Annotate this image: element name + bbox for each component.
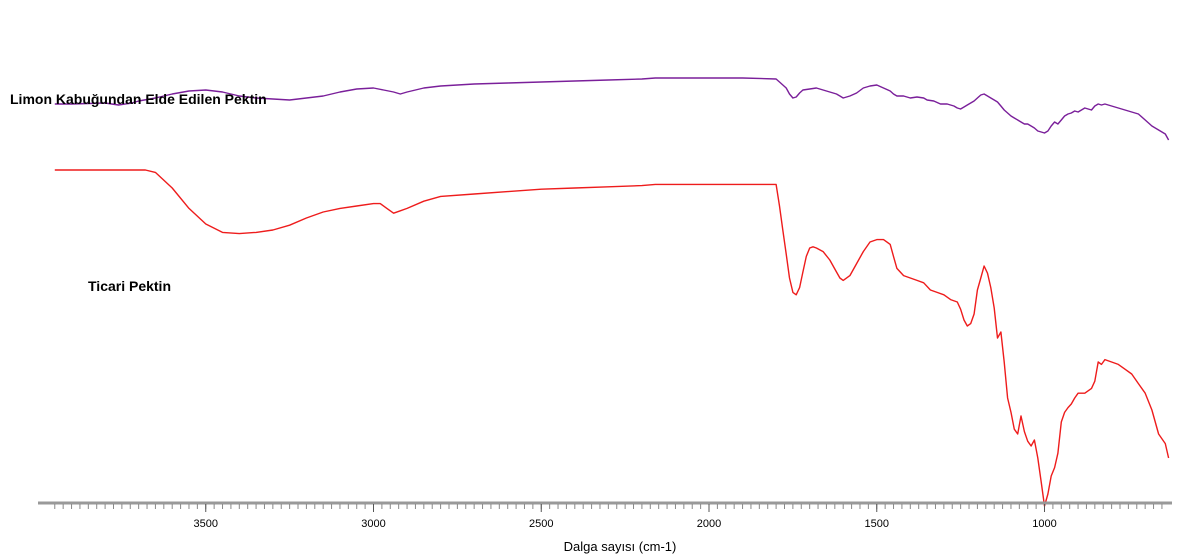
x-tick-label: 2000 <box>697 518 721 530</box>
x-tick-label: 2500 <box>529 518 553 530</box>
x-tick-label: 1500 <box>865 518 889 530</box>
x-axis-title: Dalga sayısı (cm-1) <box>564 539 677 554</box>
x-tick-label: 3000 <box>361 518 385 530</box>
x-axis-major-ticks: 3500 3000 2500 2000 1500 1000 <box>194 504 1057 530</box>
x-tick-label: 1000 <box>1032 518 1056 530</box>
series-line-limon <box>54 77 1170 141</box>
series-line-ticari <box>54 169 1170 507</box>
series-label-limon: Limon Kabuğundan Elde Edilen Pektin <box>10 91 267 107</box>
x-axis-minor-ticks <box>54 504 1163 509</box>
x-axis: 3500 3000 2500 2000 1500 1000 <box>38 501 1172 530</box>
series-layer <box>54 77 1170 507</box>
x-tick-label: 3500 <box>194 518 218 530</box>
series-label-ticari: Ticari Pektin <box>88 278 171 294</box>
